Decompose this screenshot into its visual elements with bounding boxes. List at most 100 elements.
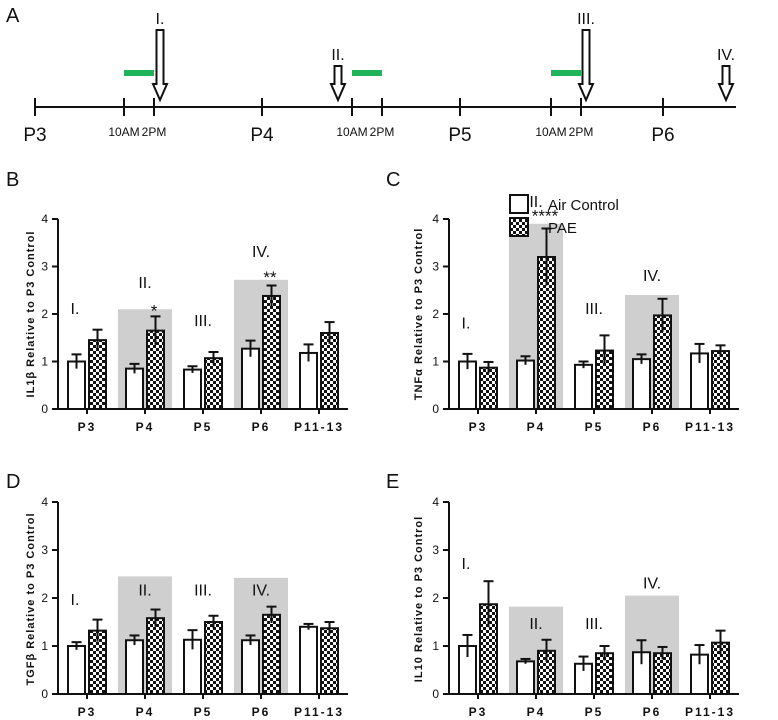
timeline-day-label: P6 [651, 125, 674, 146]
bar-pae [204, 621, 223, 695]
y-tick-label: 0 [432, 687, 439, 701]
timepoint-label: IV. [643, 575, 661, 592]
y-tick-label: 4 [432, 212, 439, 226]
x-tick-label: P6 [252, 705, 271, 719]
y-tick-label: 3 [432, 260, 439, 274]
y-tick-label: 1 [432, 355, 439, 369]
timeline-time-label: 2PM [370, 125, 395, 139]
bar-air-control [574, 363, 593, 411]
panel-letter: B [6, 169, 19, 191]
timepoint-label: I. [462, 315, 471, 332]
timepoint-label: II. [529, 194, 542, 211]
significance-marker: **** [532, 206, 559, 225]
timepoint-label: III. [585, 616, 603, 633]
timeline-day-label: P4 [250, 125, 274, 146]
y-tick-label: 3 [432, 543, 439, 557]
bar-pae [262, 294, 281, 411]
timepoint-label: I. [71, 592, 80, 609]
bar-air-control [125, 367, 144, 410]
x-tick-label: P11-13 [294, 705, 344, 719]
y-tick-label: 0 [41, 402, 48, 416]
y-tick-label: 0 [41, 687, 48, 701]
sampling-arrow-icon [717, 65, 735, 103]
bar-air-control [67, 645, 86, 695]
timepoint-label: I. [71, 301, 80, 318]
y-tick-label: 1 [41, 639, 48, 653]
y-tick-label: 4 [41, 212, 48, 226]
sampling-arrow-label: I. [156, 11, 165, 28]
x-tick-label: P11-13 [294, 420, 344, 434]
timepoint-label: II. [529, 616, 542, 633]
timepoint-label: III. [194, 313, 212, 330]
x-tick-label: P4 [136, 420, 155, 434]
exposure-bar [124, 70, 154, 76]
x-tick-label: P3 [78, 705, 97, 719]
y-tick-label: 1 [432, 639, 439, 653]
sampling-arrow-label: II. [331, 47, 344, 64]
y-tick-label: 4 [41, 495, 48, 509]
y-axis-label: IL10 Relative to P3 Control [413, 516, 425, 682]
sampling-arrow-icon [577, 29, 595, 103]
bar-air-control [241, 639, 260, 695]
timepoint-label: IV. [252, 244, 270, 261]
x-tick-label: P5 [585, 420, 604, 434]
timeline-day-label: P5 [448, 125, 471, 146]
timepoint-label: III. [585, 301, 603, 318]
x-tick-label: P5 [194, 420, 213, 434]
timepoint-label: I. [462, 556, 471, 573]
x-tick-label: P6 [643, 705, 662, 719]
y-tick-label: 2 [432, 591, 439, 605]
legend-air-swatch [509, 194, 529, 214]
x-tick-label: P5 [194, 705, 213, 719]
legend-pae-swatch [509, 217, 529, 237]
x-tick-label: P6 [643, 420, 662, 434]
timepoint-label: II. [138, 583, 151, 600]
sampling-arrow-icon [329, 65, 347, 103]
legend: Air Control PAE [509, 194, 619, 237]
y-axis-label: IL1β Relative to P3 Control [25, 231, 37, 398]
legend-air-label: Air Control [548, 197, 619, 214]
x-tick-label: P3 [469, 420, 488, 434]
bar-air-control [632, 358, 651, 410]
panel-letter: D [6, 471, 20, 493]
bar-air-control [299, 625, 318, 695]
timeline-time-label: 2PM [569, 125, 594, 139]
x-tick-label: P11-13 [685, 420, 735, 434]
sampling-arrow-label: III. [577, 11, 595, 28]
significance-marker: ** [263, 268, 277, 287]
significance-marker: * [151, 301, 158, 320]
bar-pae [711, 350, 730, 410]
bar-pae [146, 617, 165, 695]
bar-air-control [241, 347, 260, 410]
x-tick-label: P11-13 [685, 705, 735, 719]
exposure-bar [551, 70, 581, 76]
timeline-time-label: 10AM [336, 125, 367, 139]
bar-pae [320, 627, 339, 695]
timepoint-label: II. [138, 275, 151, 292]
exposure-bar [352, 70, 382, 76]
timepoint-label: III. [194, 583, 212, 600]
y-axis-label: TNFα Relative to P3 Control [413, 228, 425, 401]
chart-panel-e: E 0 1 2 3 4 IL10 Relative to P3 Control P3 P4 P5 P… [386, 471, 739, 719]
bar-air-control [125, 639, 144, 695]
bar-pae [320, 332, 339, 410]
panel-letter-a: A [6, 5, 20, 27]
panel-letter: C [386, 169, 400, 191]
panel-letter: E [386, 471, 399, 493]
x-tick-label: P3 [469, 705, 488, 719]
bar-air-control [516, 660, 535, 695]
x-tick-label: P4 [527, 420, 546, 434]
timeline-time-label: 10AM [535, 125, 566, 139]
bar-air-control [183, 368, 202, 411]
timeline-time-label: 2PM [142, 125, 167, 139]
legend-pae-label: PAE [548, 220, 577, 237]
chart-panel-c: C 0 1 2 3 4 TNFα Relative to P3 Control P3 P4 P5 P… [386, 169, 739, 434]
y-tick-label: 4 [432, 495, 439, 509]
bar-pae [262, 613, 281, 695]
timepoint-label: IV. [643, 268, 661, 285]
y-tick-label: 2 [432, 307, 439, 321]
y-tick-label: 3 [41, 260, 48, 274]
sampling-arrow-icon [151, 29, 169, 103]
